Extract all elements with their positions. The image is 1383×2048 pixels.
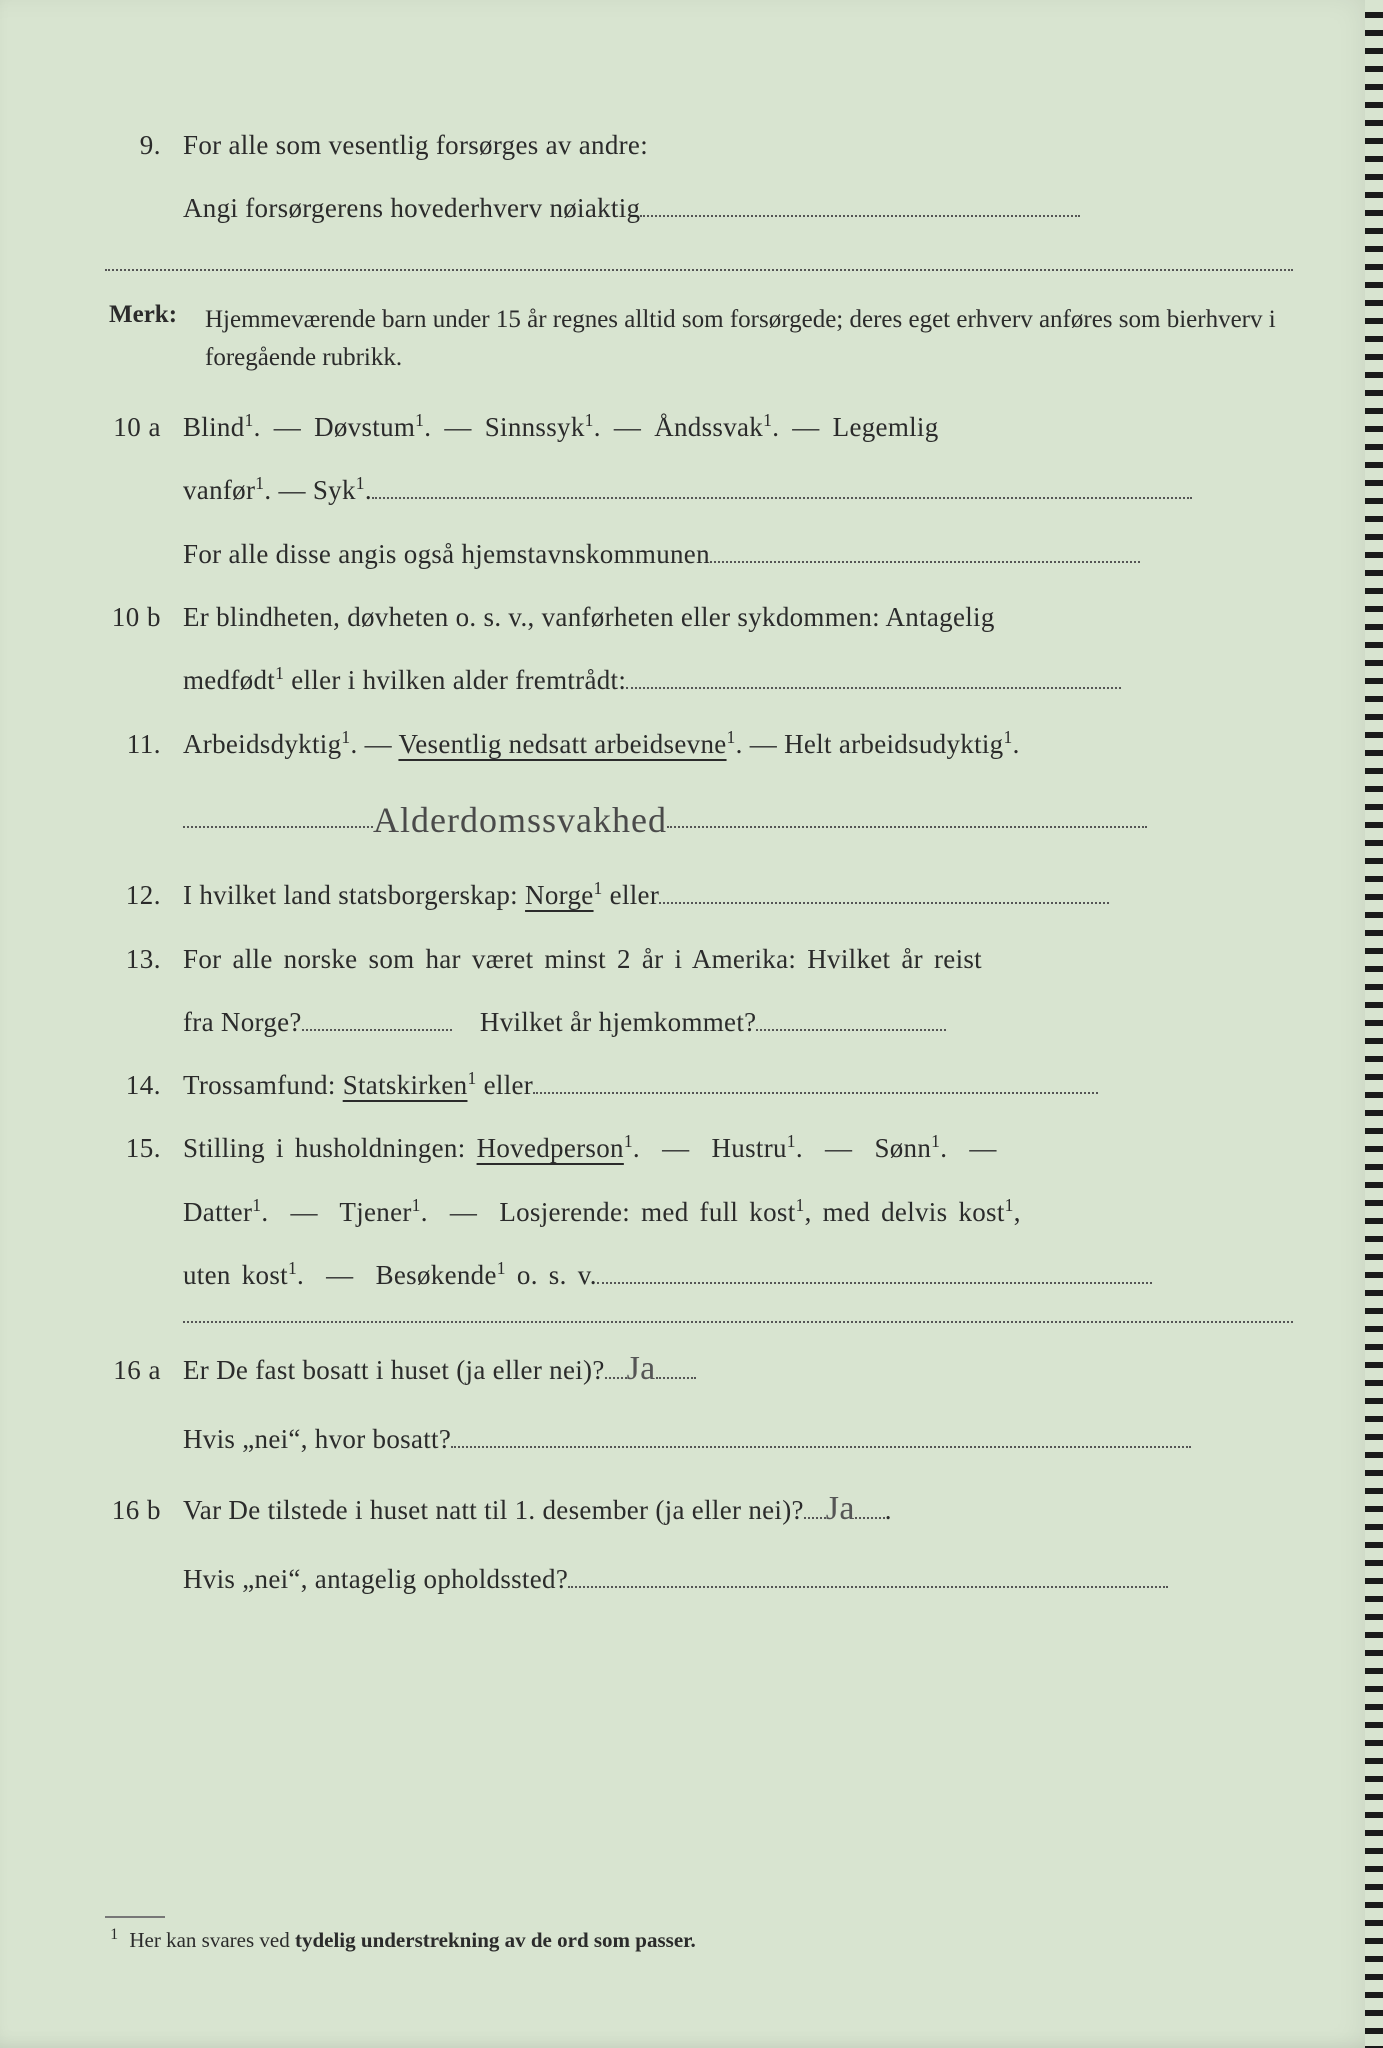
q15-selected: Hovedperson (477, 1133, 624, 1163)
q13-row2: fra Norge? Hvilket år hjemkommet? (105, 997, 1293, 1048)
divider-2 (183, 1321, 1293, 1323)
q12-blank (659, 881, 1109, 904)
q11-options: Arbeidsdyktig1. — Vesentlig nedsatt arbe… (183, 719, 1293, 770)
footnote: 1 Her kan svares ved tydelig understrekn… (105, 1926, 696, 1953)
q16a-row1: 16 a Er De fast bosatt i huset (ja eller… (105, 1337, 1293, 1402)
q16b-answer: Ja (826, 1490, 855, 1527)
q10b-text2: medfødt1 eller i hvilken alder fremtrådt… (183, 655, 1293, 706)
q10a-row2: vanfør1. — Syk1. (105, 465, 1293, 516)
q12-row: 12. I hvilket land statsborgerskap: Norg… (105, 870, 1293, 921)
q14-number: 14. (105, 1070, 183, 1101)
q9-number: 9. (105, 130, 183, 161)
divider-1 (105, 269, 1293, 271)
q16b-text1: Var De tilstede i huset natt til 1. dese… (183, 1477, 1293, 1542)
q16a-number: 16 a (105, 1355, 183, 1386)
merk-text: Hjemmeværende barn under 15 år regnes al… (205, 301, 1293, 379)
q9-text1: For alle som vesentlig forsørges av andr… (183, 120, 1293, 171)
q9-row1: 9. For alle som vesentlig forsørges av a… (105, 120, 1293, 171)
q10a-number: 10 a (105, 412, 183, 443)
q16a-blank (451, 1425, 1191, 1448)
q13-text1: For alle norske som har været minst 2 år… (183, 934, 1293, 985)
q16b-text2: Hvis „nei“, antagelig opholdssted? (183, 1554, 1293, 1605)
q12-text: I hvilket land statsborgerskap: Norge1 e… (183, 870, 1293, 921)
q10a-blank1 (372, 476, 1192, 499)
q12-selected: Norge (525, 880, 594, 910)
q10b-number: 10 b (105, 602, 183, 633)
q15-number: 15. (105, 1133, 183, 1164)
q16b-row2: Hvis „nei“, antagelig opholdssted? (105, 1554, 1293, 1605)
q11-row1: 11. Arbeidsdyktig1. — Vesentlig nedsatt … (105, 719, 1293, 770)
q15-blank (597, 1261, 1152, 1284)
footnote-text-b: tydelig understrekning av de ord som pas… (295, 1928, 696, 1952)
q16b-blank (568, 1565, 1168, 1588)
q10a-row1: 10 a Blind1. — Døvstum1. — Sinnssyk1. — … (105, 402, 1293, 453)
q10a-text3: For alle disse angis også hjemstavnskomm… (183, 529, 1293, 580)
q13-text2: fra Norge? Hvilket år hjemkommet? (183, 997, 1293, 1048)
q13-blank1 (302, 1008, 452, 1031)
footnote-number: 1 (110, 1926, 124, 1943)
q10b-row1: 10 b Er blindheten, døvheten o. s. v., v… (105, 592, 1293, 643)
q16a-answer: Ja (627, 1350, 656, 1387)
q13-row1: 13. For alle norske som har været minst … (105, 934, 1293, 985)
q10b-row2: medfødt1 eller i hvilken alder fremtrådt… (105, 655, 1293, 706)
q11-row2: Alderdomssvakhed (105, 782, 1293, 850)
q12-number: 12. (105, 880, 183, 911)
q9-blank (640, 194, 1080, 217)
merk-note: Merk: Hjemmeværende barn under 15 år reg… (105, 301, 1293, 379)
q16b-number: 16 b (105, 1495, 183, 1526)
q11-selected: Vesentlig nedsatt arbeidsevne (398, 729, 726, 759)
q13-number: 13. (105, 944, 183, 975)
q14-text: Trossamfund: Statskirken1 eller (183, 1060, 1293, 1111)
q11-handwritten-answer: Alderdomssvakhed (373, 786, 667, 854)
q10a-row3: For alle disse angis også hjemstavnskomm… (105, 529, 1293, 580)
q16a-text2: Hvis „nei“, hvor bosatt? (183, 1414, 1293, 1465)
q16a-text1: Er De fast bosatt i huset (ja eller nei)… (183, 1337, 1293, 1402)
q15-text2: Datter1. — Tjener1. — Losjerende: med fu… (183, 1187, 1293, 1238)
merk-label: Merk: (105, 301, 205, 329)
q10b-text1: Er blindheten, døvheten o. s. v., vanfør… (183, 592, 1293, 643)
perforated-edge (1365, 0, 1383, 2048)
q9-row2: Angi forsørgerens hovederhverv nøiaktig (105, 183, 1293, 234)
q15-text3: uten kost1. — Besøkende1 o. s. v. (183, 1250, 1293, 1301)
q10a-blank2 (710, 540, 1140, 563)
census-form-page: 9. For alle som vesentlig forsørges av a… (0, 0, 1383, 2048)
q14-selected: Statskirken (343, 1070, 468, 1100)
q14-blank (533, 1071, 1098, 1094)
q10a-options1: Blind1. — Døvstum1. — Sinnssyk1. — Åndss… (183, 402, 1293, 453)
q16b-row1: 16 b Var De tilstede i huset natt til 1.… (105, 1477, 1293, 1542)
q10a-options2: vanfør1. — Syk1. (183, 465, 1293, 516)
q14-row: 14. Trossamfund: Statskirken1 eller (105, 1060, 1293, 1111)
q10b-blank (626, 666, 1121, 689)
q9-text2: Angi forsørgerens hovederhverv nøiaktig (183, 183, 1293, 234)
q13-blank2 (756, 1008, 946, 1031)
q11-number: 11. (105, 729, 183, 760)
q15-text1: Stilling i husholdningen: Hovedperson1. … (183, 1123, 1293, 1174)
footnote-text-a: Her kan svares ved (129, 1928, 295, 1952)
q15-row1: 15. Stilling i husholdningen: Hovedperso… (105, 1123, 1293, 1174)
q16a-row2: Hvis „nei“, hvor bosatt? (105, 1414, 1293, 1465)
q15-row3: uten kost1. — Besøkende1 o. s. v. (105, 1250, 1293, 1301)
q15-row2: Datter1. — Tjener1. — Losjerende: med fu… (105, 1187, 1293, 1238)
